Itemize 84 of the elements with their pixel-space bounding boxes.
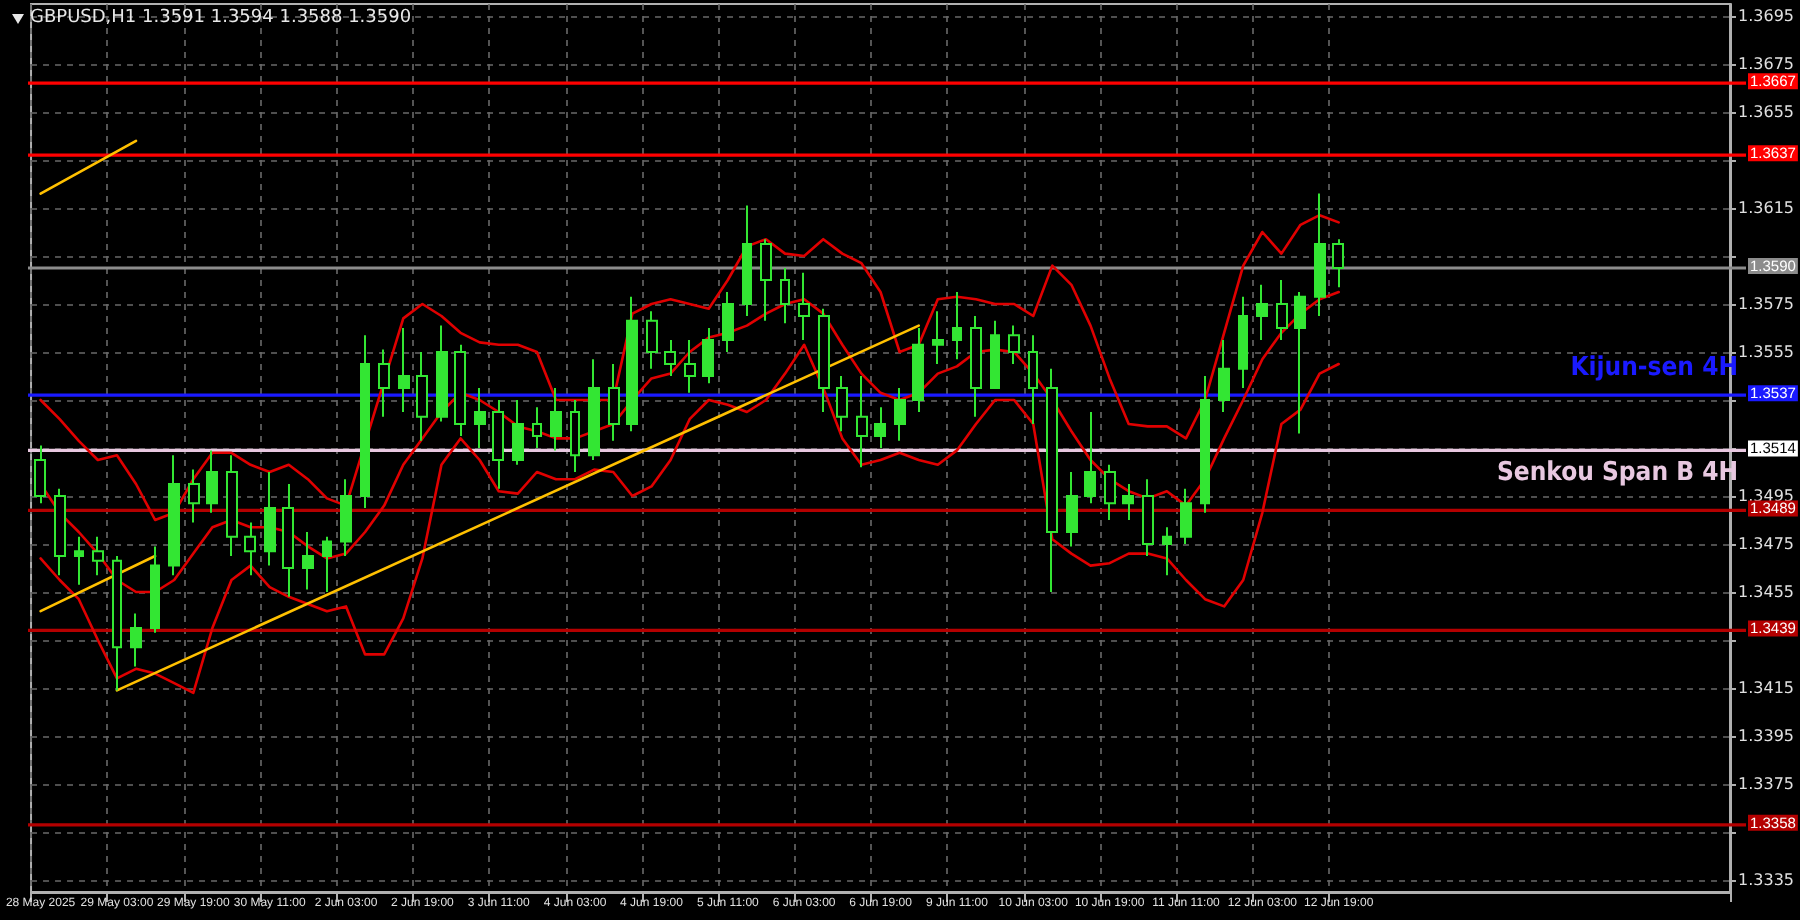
candlestick [130, 612, 142, 668]
candlestick [1162, 526, 1172, 577]
candlestick [1238, 295, 1248, 389]
y-tick-label: 1.3375 [1738, 775, 1795, 793]
candlestick [150, 545, 160, 634]
candlestick [436, 324, 448, 423]
chart-title: GBPUSD,H1 1.3591 1.3594 1.3588 1.3590 [30, 8, 412, 28]
candlestick [570, 399, 580, 473]
line-series [39, 343, 1340, 695]
candlestick [588, 358, 600, 461]
candlestick [1180, 487, 1192, 545]
candlestick [1028, 334, 1038, 425]
candlestick [282, 483, 294, 598]
candlestick [398, 327, 410, 413]
candlestick [856, 375, 868, 469]
candlestick [664, 339, 676, 377]
candlestick [760, 238, 772, 322]
y-tick-label: 1.3675 [1738, 55, 1795, 73]
y-tick-label: 1.3495 [1738, 487, 1795, 505]
candlestick [74, 535, 84, 586]
y-tick-label: 1.3695 [1738, 7, 1795, 25]
y-tick-label: 1.3395 [1738, 727, 1795, 745]
candlestick [1122, 483, 1134, 521]
candlestick [874, 406, 886, 449]
candlestick [454, 343, 466, 437]
candlestick [416, 351, 428, 442]
candlestick [1332, 238, 1344, 289]
candlestick [206, 449, 218, 514]
candlestick [226, 454, 238, 557]
candlestick [780, 267, 790, 325]
candlestick [512, 399, 524, 466]
candlestick [54, 487, 66, 577]
candlestick [836, 375, 848, 433]
y-tick-label: 1.3575 [1738, 295, 1795, 313]
candlestick [1276, 279, 1288, 341]
candlestick [360, 334, 370, 509]
candlestick [474, 387, 486, 449]
candlestick [894, 387, 906, 442]
candlestick [646, 310, 658, 370]
candlestick [1104, 463, 1116, 521]
line-series [39, 213, 1340, 522]
y-tick-label: 1.3475 [1738, 535, 1795, 553]
candlestick [244, 521, 256, 577]
candlestick [626, 295, 638, 433]
candlestick [550, 387, 562, 452]
candlestick [264, 471, 276, 567]
y-tick-label: 1.3615 [1738, 199, 1795, 217]
candlestick [168, 454, 180, 577]
candlestick [532, 406, 542, 449]
candlestick [188, 468, 200, 524]
candlestick [1084, 411, 1096, 505]
candlestick [322, 535, 332, 593]
candlestick [912, 327, 924, 413]
candlestick [818, 307, 830, 413]
y-tick-label: 1.3455 [1738, 583, 1795, 601]
candlestick [92, 535, 104, 577]
candlestick [742, 204, 752, 317]
y-tick-label: 1.3655 [1738, 103, 1795, 121]
candlestick [608, 363, 620, 442]
candlestick [970, 315, 982, 418]
candlestick [378, 348, 390, 418]
candlestick [798, 271, 810, 341]
y-tick-label: 1.3555 [1738, 343, 1795, 361]
candlestick [990, 319, 1000, 389]
candlestick [702, 327, 714, 385]
candlestick [1218, 339, 1230, 413]
candlestick [1046, 367, 1058, 593]
candlestick [684, 339, 696, 394]
candlestick [1008, 324, 1020, 365]
y-tick-label: 1.3335 [1738, 871, 1795, 889]
candlestick [932, 310, 944, 365]
candlestick [1256, 283, 1268, 341]
candlestick [492, 399, 504, 490]
candlestick [1314, 192, 1326, 317]
candlestick [1066, 471, 1078, 548]
candlestick [1294, 291, 1306, 435]
y-tick-label: 1.3415 [1738, 679, 1795, 697]
candlestick [112, 555, 122, 692]
candlestick [722, 291, 734, 353]
candlestick [952, 291, 962, 361]
candlestick [340, 478, 352, 557]
candlestick [1142, 478, 1154, 557]
candlestick [1200, 375, 1210, 514]
candlestick [302, 531, 314, 591]
